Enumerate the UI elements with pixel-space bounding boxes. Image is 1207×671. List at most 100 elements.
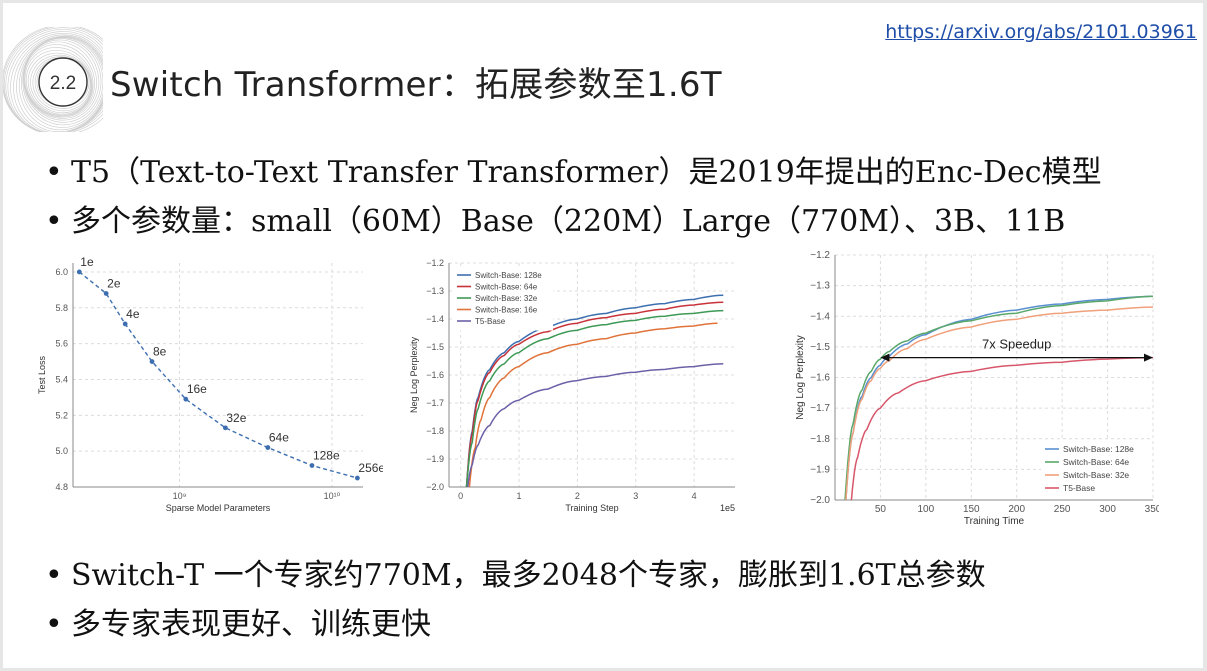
series-line — [465, 301, 724, 488]
section-number: 2.2 — [50, 73, 76, 94]
y-tick-label: 5.4 — [55, 374, 68, 384]
x-tick-label: 300 — [1099, 504, 1116, 515]
y-tick-label: −1.6 — [426, 370, 444, 380]
bullet-text: 多专家表现更好、训练更快 — [71, 607, 431, 642]
y-tick-label: 4.8 — [55, 482, 68, 492]
x-multiplier: 1e5 — [720, 503, 735, 513]
bullet-better-faster: • 多专家表现更好、训练更快 — [45, 599, 431, 643]
swirl-ring — [3, 27, 103, 132]
swirl-ring — [3, 27, 103, 132]
speedup-label: 7x Speedup — [982, 337, 1051, 352]
swirl-ring — [5, 29, 103, 132]
x-axis-label: Training Time — [964, 516, 1025, 527]
data-point — [354, 475, 360, 481]
series-line — [850, 356, 1154, 501]
y-tick-label: 5.2 — [55, 410, 68, 420]
series-line — [468, 322, 718, 488]
point-label: 128e — [313, 448, 340, 462]
point-label: 4e — [126, 307, 140, 321]
x-tick-label: 100 — [918, 504, 935, 515]
x-axis-label: Training Step — [565, 503, 618, 513]
y-axis-label: Neg Log Perplexity — [795, 335, 806, 420]
swirl-ring — [24, 47, 94, 117]
swirl-ring — [30, 54, 92, 114]
y-tick-label: 5.0 — [55, 446, 68, 456]
x-tick-label: 1 — [517, 491, 522, 501]
y-tick-label: −1.4 — [810, 311, 830, 322]
y-tick-label: 5.6 — [55, 339, 68, 349]
swirl-ring — [10, 32, 103, 132]
bullet-t5-sizes: • 多个参数量：small（60M）Base（220M）Large（770M）、3… — [45, 196, 1065, 240]
x-tick-label: 10¹⁰ — [324, 491, 341, 501]
bullet-text: Switch-T 一个专家约770M，最多2048个专家，膨胀到1.6T总参数 — [71, 558, 986, 593]
y-tick-label: −1.9 — [810, 464, 830, 475]
legend-label: Switch-Base: 128e — [475, 271, 542, 280]
legend-label: T5-Base — [475, 317, 506, 326]
y-tick-label: −2.0 — [810, 495, 830, 506]
x-tick-label: 0 — [458, 491, 463, 501]
training-time-chart: −1.2 −1.3 −1.4 −1.5 −1.6 −1.7 −1.8 −1.9 −2.0 50 10… — [795, 250, 1159, 527]
swirl-ring — [16, 35, 103, 132]
legend-label: Switch-Base: 64e — [1063, 457, 1129, 467]
swirl-ring — [23, 41, 97, 119]
swirl-ring — [7, 31, 103, 132]
arxiv-link[interactable]: https://arxiv.org/abs/2101.03961 — [885, 21, 1197, 43]
y-tick-label: 5.8 — [55, 303, 68, 313]
data-point — [183, 396, 189, 402]
legend-label: T5-Base — [1063, 483, 1095, 493]
bullet-switch-experts: • Switch-T 一个专家约770M，最多2048个专家，膨胀到1.6T总参数 — [45, 550, 986, 594]
badge-circle — [38, 57, 88, 107]
bullet-t5-intro: • T5（Text-to-Text Transfer Transformer）是2… — [45, 147, 1102, 191]
bullet-dot: • — [45, 607, 63, 642]
data-point — [122, 321, 128, 327]
data-point — [222, 425, 228, 431]
swirl-ring — [27, 52, 92, 115]
section-badge: 2.2 — [3, 27, 103, 132]
legend-label: Switch-Base: 16e — [475, 306, 538, 315]
y-tick-label: −1.8 — [810, 434, 830, 445]
x-tick-label: 250 — [1054, 504, 1071, 515]
y-tick-label: −1.9 — [426, 454, 444, 464]
x-tick-label: 3 — [633, 491, 638, 501]
y-tick-label: 6.0 — [55, 267, 68, 277]
swirl-ring — [23, 44, 95, 118]
swirl-ring — [32, 56, 92, 112]
scaling-chart: 4.8 5.0 5.2 5.4 5.6 5.8 6.0 10⁹ 10¹⁰ Sparse Model… — [37, 257, 383, 513]
data-point — [265, 445, 271, 450]
x-tick-label: 200 — [1008, 504, 1025, 515]
x-tick-label: 4 — [692, 491, 697, 501]
slide: 2.2 https://arxiv.org/abs/2101.03961 Swi… — [3, 3, 1203, 668]
series-line — [78, 271, 358, 479]
series-line — [845, 295, 1154, 501]
legend-label: Switch-Base: 128e — [1063, 444, 1134, 454]
swirl-ring — [13, 34, 103, 132]
swirl-ring — [3, 27, 103, 132]
point-label: 16e — [187, 382, 207, 396]
point-label: 256e — [358, 461, 383, 475]
point-label: 64e — [269, 431, 289, 445]
y-axis-label: Test Loss — [37, 355, 47, 394]
bullet-dot: • — [45, 155, 63, 190]
training-step-chart: −1.2 −1.3 −1.4 −1.5 −1.6 −1.7 −1.8 −1.9 −2.0 0 1 2 3… — [409, 258, 735, 513]
data-point — [149, 359, 155, 364]
point-label: 1e — [80, 257, 94, 269]
legend-label: Switch-Base: 64e — [475, 283, 538, 292]
y-tick-label: −1.4 — [426, 314, 444, 324]
series-line — [465, 309, 724, 488]
y-tick-label: −1.7 — [810, 403, 830, 414]
point-label: 8e — [153, 345, 167, 359]
swirl-decoration-icon — [3, 27, 103, 132]
series-line — [466, 363, 724, 488]
y-tick-label: −1.3 — [426, 286, 444, 296]
page-title: Switch Transformer：拓展参数至1.6T — [110, 65, 722, 105]
arrow-head-right — [1144, 353, 1153, 362]
data-point — [76, 269, 82, 275]
legend-box — [1041, 441, 1151, 499]
y-tick-label: −1.2 — [426, 258, 444, 268]
arrow-head-left — [880, 353, 890, 362]
x-tick-label: 350 — [1145, 504, 1159, 515]
swirl-ring — [23, 39, 100, 121]
series-line — [844, 295, 1154, 501]
series-line — [845, 306, 1154, 501]
swirl-ring — [25, 50, 93, 116]
